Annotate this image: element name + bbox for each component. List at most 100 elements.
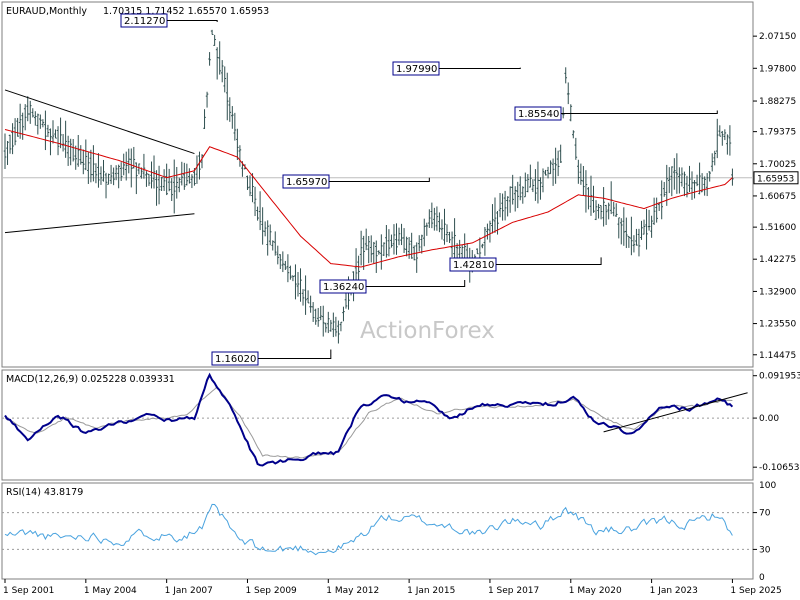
price-bar [142,153,146,179]
price-bar [715,118,719,159]
price-bar [289,265,292,280]
annotation-connector [366,279,466,287]
price-bar [127,148,131,174]
price-bar [26,96,30,122]
price-bar [382,242,386,257]
price-bar [205,91,209,108]
price-bar [531,179,535,193]
price-bar [448,231,451,243]
price-y-tick-label: 1.60675 [759,192,796,202]
price-bar [662,181,666,197]
price-bar [592,185,595,213]
price-bar [380,234,383,270]
price-bar [420,234,424,254]
price-bar [645,208,648,250]
price-y-tick-label: 1.70025 [759,160,796,170]
price-bar [64,120,67,158]
x-tick-label: 1 Sep 2017 [488,586,539,596]
price-bar [493,197,497,233]
annotation-label: 1.42810 [453,260,494,271]
price-bar [213,34,216,46]
price-bar [551,158,555,186]
price-bar [200,154,204,169]
price-bar [369,235,373,263]
price-bar [316,307,320,327]
price-panel-frame [1,1,754,368]
watermark: ActionForex [360,318,495,344]
price-bar [175,166,179,199]
price-bar [135,162,138,195]
price-title: EURAUD,Monthly [6,6,87,17]
annotation-connector [329,177,430,182]
price-bar [261,207,264,245]
price-bar [140,167,143,179]
price-bar [16,117,19,137]
price-annotation: 1.85540 [514,106,718,121]
price-bar [387,229,391,257]
price-bar [112,167,115,186]
price-bar [400,223,403,246]
price-bar [612,201,616,217]
price-bar [306,290,310,304]
price-bar [428,209,431,228]
price-bar [670,166,674,197]
price-bar [377,250,381,255]
rsi-panel-frame [1,482,754,580]
price-bar [253,186,257,217]
price-bar [627,235,631,248]
price-bar [291,275,295,282]
price-bar [372,241,376,264]
price-y-tick-label: 1.42275 [759,255,796,265]
macd-signal-line [4,385,733,459]
price-bar [683,171,686,197]
price-bar [248,175,252,197]
price-bar [491,204,494,234]
price-bar [617,217,621,239]
price-bar [700,173,704,193]
price-y-tick-label: 1.14475 [759,351,796,361]
price-bar [137,163,141,175]
current-price-label: 1.65953 [757,174,794,184]
price-bar [625,217,628,249]
price-bar [31,108,35,118]
price-bar [652,197,656,225]
price-bar [713,150,717,166]
price-bar [76,135,80,167]
price-bar [597,203,600,219]
price-bar [395,223,398,255]
price-bar [167,168,171,192]
price-bar [559,144,562,163]
price-bar [337,320,340,344]
price-annotation: 1.42810 [449,257,602,272]
price-bar [508,186,512,213]
annotation-connector [258,349,332,359]
price-bar [150,161,153,189]
price-bar [203,109,206,129]
price-bar [334,316,338,337]
price-bar [422,218,426,247]
price-bar [445,224,449,243]
price-bar [476,248,479,255]
price-bar [109,164,113,184]
price-bar [122,153,126,176]
price-y-tick-label: 2.07150 [759,32,796,42]
price-bar [710,153,714,172]
annotation-label: 1.36240 [323,282,364,293]
price-bar [223,66,227,93]
price-bar [407,237,411,259]
price-bar [41,119,45,128]
price-bar [294,264,297,300]
price-bar [51,120,55,144]
price-bar [723,129,727,141]
annotation-connector [167,20,218,22]
price-bar [258,191,262,231]
price-bar [357,255,360,284]
price-bar [673,158,676,190]
macd-y-tick-label: 0.091953 [759,372,800,382]
price-bar [539,177,542,200]
price-bar [481,243,484,249]
price-bar [488,220,492,243]
price-bar [390,234,393,248]
price-bar [6,140,9,165]
